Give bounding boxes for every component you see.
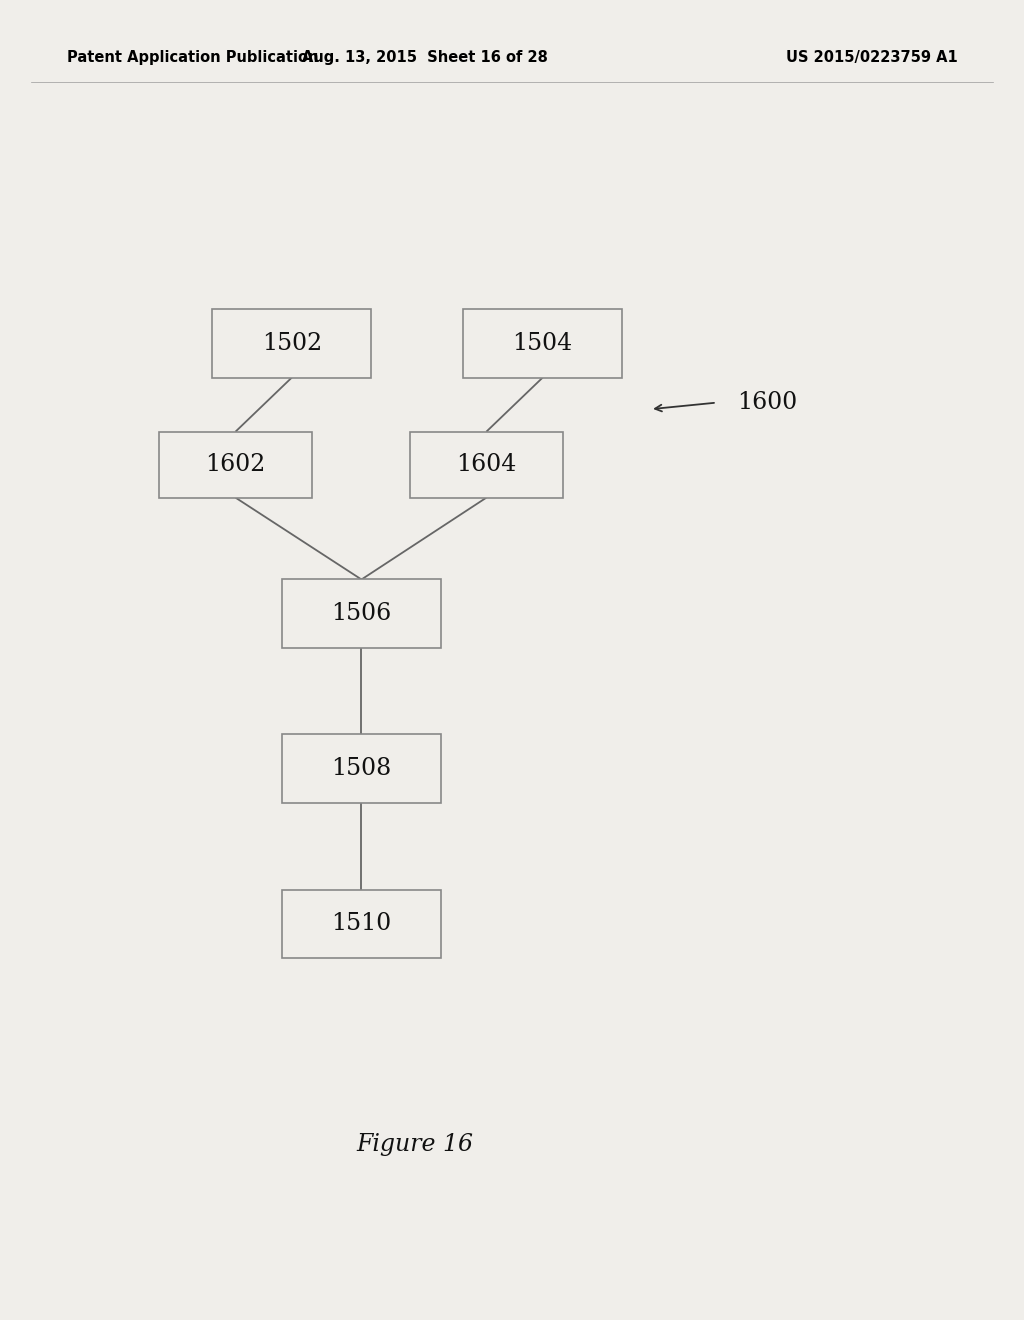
Text: Patent Application Publication: Patent Application Publication: [67, 50, 318, 65]
Text: 1600: 1600: [737, 391, 798, 414]
Bar: [282, 734, 440, 803]
Bar: [463, 309, 623, 378]
Text: 1604: 1604: [457, 453, 516, 477]
Text: Figure 16: Figure 16: [356, 1133, 473, 1156]
Bar: [0, 0, 1024, 86]
Text: 1504: 1504: [513, 331, 572, 355]
Text: Aug. 13, 2015  Sheet 16 of 28: Aug. 13, 2015 Sheet 16 of 28: [302, 50, 548, 65]
Text: 1508: 1508: [332, 756, 391, 780]
Text: 1506: 1506: [332, 602, 391, 626]
Text: 1502: 1502: [262, 331, 322, 355]
Bar: [410, 432, 563, 498]
Text: 1510: 1510: [332, 912, 391, 936]
Text: 1602: 1602: [206, 453, 265, 477]
Bar: [282, 579, 440, 648]
Bar: [212, 309, 371, 378]
Bar: [282, 890, 440, 958]
Bar: [159, 432, 312, 498]
Text: US 2015/0223759 A1: US 2015/0223759 A1: [785, 50, 957, 65]
